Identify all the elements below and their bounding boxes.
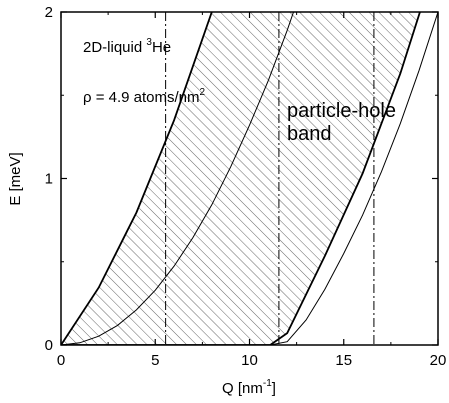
y-tick-label: 1 <box>45 171 53 188</box>
band-upper-boundary <box>61 12 213 345</box>
y-tick-label: 2 <box>45 4 53 21</box>
x-tick-label: 0 <box>57 352 65 369</box>
y-tick-label: 0 <box>45 337 53 354</box>
series-line-1 <box>61 12 295 345</box>
y-axis-title: E [meV] <box>7 152 24 205</box>
series-line-2 <box>270 12 438 345</box>
x-tick-label: 20 <box>430 352 447 369</box>
overlay-layer: 0 5 10 15 20 0 1 2 <box>45 4 447 369</box>
band-label-line1: particle-hole <box>287 100 396 122</box>
x-tick-label: 5 <box>151 352 159 369</box>
band-label-line2: band <box>287 123 332 145</box>
density-label: ρ = 4.9 atoms/nm2 <box>83 87 206 106</box>
x-axis-title: Q [nm-1] <box>222 378 276 397</box>
plot-area <box>61 12 438 345</box>
x-tick-label: 10 <box>241 352 258 369</box>
band-lower-boundary <box>61 12 421 345</box>
plot-clip-group <box>61 12 438 345</box>
x-tick-label: 15 <box>335 352 352 369</box>
system-label: 2D-liquid 3He <box>83 37 171 56</box>
particle-hole-band <box>61 12 420 345</box>
